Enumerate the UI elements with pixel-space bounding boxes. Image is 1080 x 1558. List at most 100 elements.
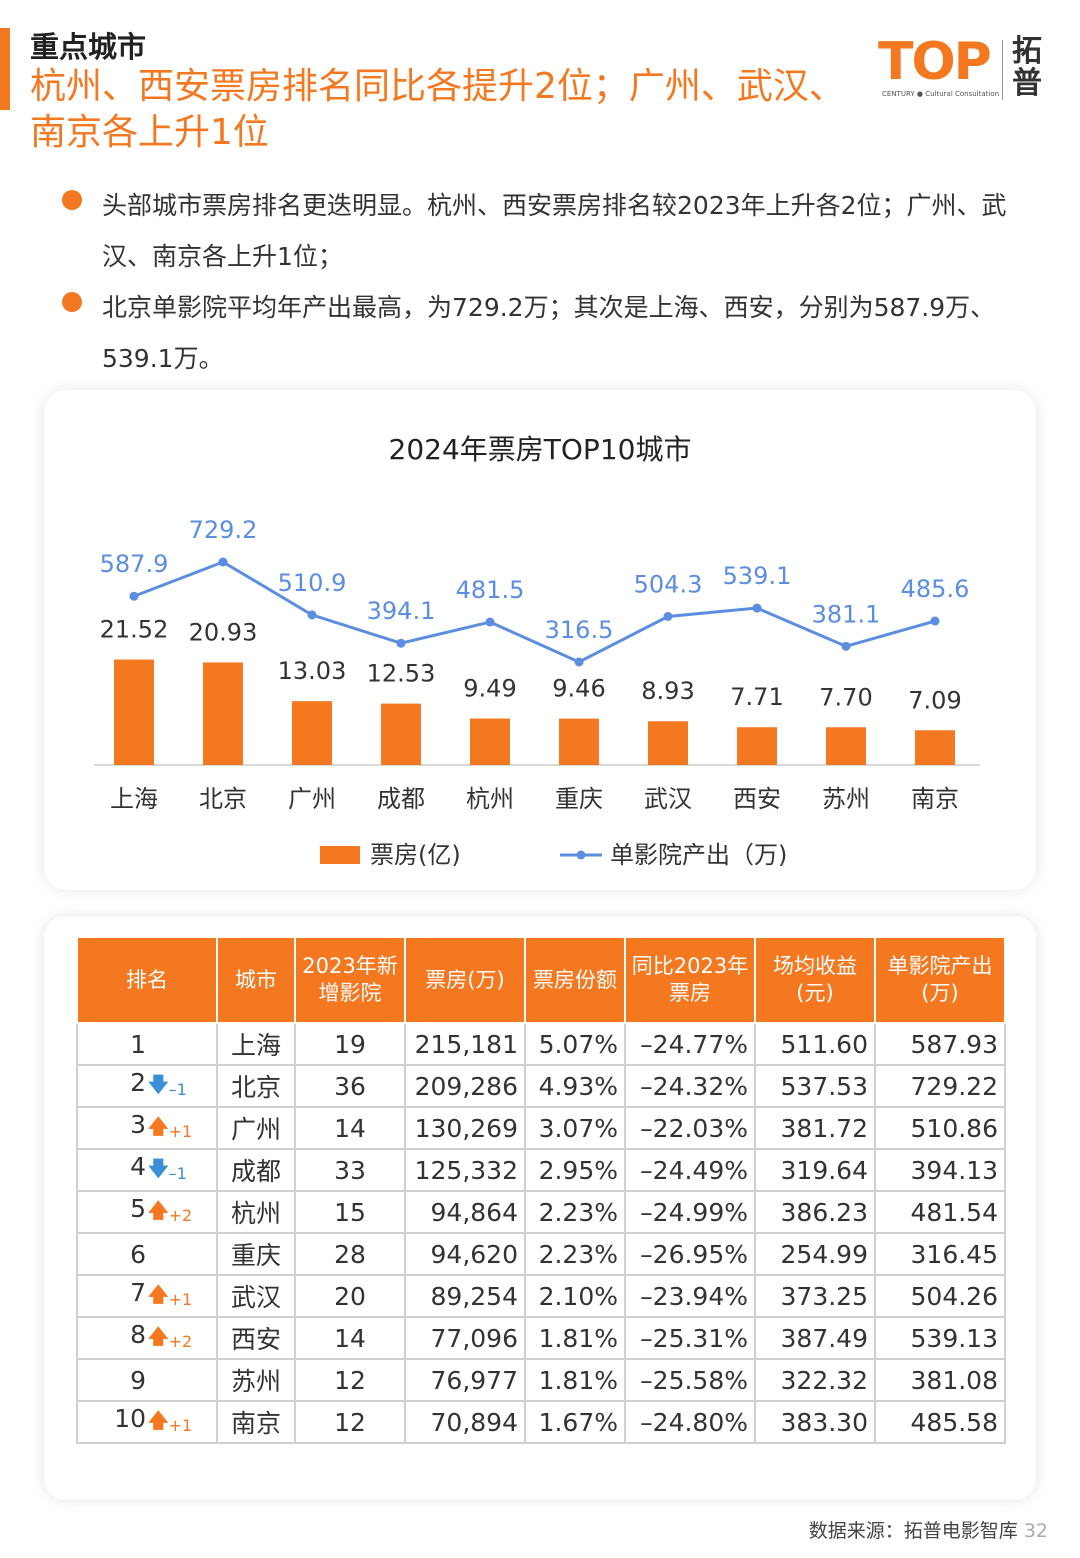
cell-per-cinema: 481.54 [874,1190,1006,1234]
page-headline: 杭州、西安票房排名同比各提升2位；广州、武汉、南京各上升1位 [30,66,845,153]
cell-avg-revenue: 511.60 [754,1022,876,1066]
cell-yoy: –26.95% [624,1232,756,1276]
cell-share: 4.93% [524,1064,626,1108]
cell-share: 2.23% [524,1232,626,1276]
rank-change: +2 [168,1332,193,1351]
table-row: 3 🡅+1 广州 14 130,269 3.07% –22.03% 381.72 510.86 [76,1106,1006,1150]
cell-avg-revenue: 381.72 [754,1106,876,1150]
cell-city: 杭州 [216,1190,296,1234]
cell-rank: 9 [76,1358,218,1402]
table-row: 7 🡅+1 武汉 20 89,254 2.10% –23.94% 373.25 504.26 [76,1274,1006,1318]
cell-city: 北京 [216,1064,296,1108]
cell-box-office: 94,864 [404,1190,526,1234]
col-header-yoy: 同比2023年票房 [624,936,756,1024]
table-header-row: 排名 城市 2023年新增影院 票房(万) 票房份额 同比2023年票房 场均收… [76,936,1006,1024]
line-data-label: 485.6 [901,575,970,603]
cell-new-cinemas: 19 [294,1022,406,1066]
cell-rank: 5 🡅+2 [76,1190,218,1234]
cell-city: 广州 [216,1106,296,1150]
col-header-per-cinema: 单影院产出(万) [874,936,1006,1024]
cell-yoy: –24.80% [624,1400,756,1444]
cell-share: 2.23% [524,1190,626,1234]
cell-per-cinema: 381.08 [874,1358,1006,1402]
bar [826,727,866,765]
bullet-text: 头部城市票房排名更迭明显。杭州、西安票房排名较2023年上升各2位；广州、武汉、… [102,191,1007,271]
cell-box-office: 77,096 [404,1316,526,1360]
cell-share: 1.81% [524,1316,626,1360]
bullet-item: 北京单影院平均年产出最高，为729.2万；其次是上海、西安，分别为587.9万、… [60,282,1040,384]
cell-new-cinemas: 33 [294,1148,406,1192]
cell-rank: 4 🡇–1 [76,1148,218,1192]
legend-line-marker [576,850,586,860]
col-header-box-office: 票房(万) [404,936,526,1024]
line-data-label: 316.5 [545,616,614,644]
cell-new-cinemas: 14 [294,1106,406,1150]
line-point [396,638,406,648]
cell-yoy: –24.32% [624,1064,756,1108]
cell-avg-revenue: 387.49 [754,1316,876,1360]
legend-bar-label: 票房(亿) [370,841,461,869]
table-row: 9 苏州 12 76,977 1.81% –25.58% 322.32 381.08 [76,1358,1006,1402]
rank-change: +1 [168,1122,193,1141]
cell-box-office: 215,181 [404,1022,526,1066]
cell-per-cinema: 316.45 [874,1232,1006,1276]
rank-number: 10 [114,1404,146,1433]
ranking-table: 排名 城市 2023年新增影院 票房(万) 票房份额 同比2023年票房 场均收… [76,936,1006,1444]
col-header-share: 票房份额 [524,936,626,1024]
cell-per-cinema: 394.13 [874,1148,1006,1192]
table-row: 6 重庆 28 94,620 2.23% –26.95% 254.99 316.45 [76,1232,1006,1276]
bar [381,703,421,765]
cell-box-office: 76,977 [404,1358,526,1402]
table-body: 1 上海 19 215,181 5.07% –24.77% 511.60 587.93 2 🡇–1… [76,1022,1006,1444]
line-point [574,657,584,667]
line-point [218,557,228,567]
rank-up-arrow-icon: 🡅 [148,1324,169,1348]
cell-yoy: –23.94% [624,1274,756,1318]
rank-change: –1 [168,1080,187,1099]
x-tick-label: 北京 [199,785,247,813]
bar [470,718,510,765]
rank-up-arrow-icon: 🡅 [148,1408,169,1432]
cell-rank: 10 🡅+1 [76,1400,218,1444]
logo-tagline: CENTURY ● Cultural Consultation [882,90,1000,98]
line-data-label: 394.1 [367,597,436,625]
bar [915,730,955,765]
line-point [841,641,851,651]
cell-box-office: 209,286 [404,1064,526,1108]
cell-per-cinema: 539.13 [874,1316,1006,1360]
rank-number: 4 [130,1152,146,1181]
cell-share: 1.81% [524,1358,626,1402]
line-data-label: 729.2 [189,516,258,544]
cell-new-cinemas: 12 [294,1358,406,1402]
bar [292,701,332,765]
cell-city: 苏州 [216,1358,296,1402]
rank-change: +1 [168,1416,193,1435]
col-header-avg-revenue: 场均收益(元) [754,936,876,1024]
table-card: 排名 城市 2023年新增影院 票房(万) 票房份额 同比2023年票房 场均收… [44,916,1036,1500]
logo-divider [1002,40,1003,100]
cell-avg-revenue: 386.23 [754,1190,876,1234]
cell-box-office: 70,894 [404,1400,526,1444]
cell-per-cinema: 485.58 [874,1400,1006,1444]
rank-number: 1 [130,1029,146,1059]
cell-new-cinemas: 20 [294,1274,406,1318]
bar-data-label: 13.03 [278,657,347,685]
footer: 数据来源：拓普电影智库 32 [809,1516,1048,1543]
line-series [133,560,936,664]
accent-bar [0,28,10,110]
rank-number: 6 [130,1239,146,1269]
cell-share: 2.95% [524,1148,626,1192]
bullet-dot-icon [62,190,82,210]
cell-avg-revenue: 254.99 [754,1232,876,1276]
chart-card: 2024年票房TOP10城市 21.52 上海 20.93 北京 13.03 广州 12.5… [44,390,1036,890]
x-tick-label: 武汉 [644,785,692,813]
cell-share: 5.07% [524,1022,626,1066]
cell-city: 成都 [216,1148,296,1192]
rank-change: –1 [168,1164,187,1183]
bar-data-label: 21.52 [100,616,169,644]
combo-chart: 21.52 上海 20.93 北京 13.03 广州 12.53 成都 9.49 杭州 9.46 重庆… [94,516,980,869]
bullet-text: 北京单影院平均年产出最高，为729.2万；其次是上海、西安，分别为587.9万、… [102,293,996,373]
x-tick-label: 广州 [288,785,336,813]
bar [737,727,777,765]
rank-number: 5 [130,1194,146,1223]
